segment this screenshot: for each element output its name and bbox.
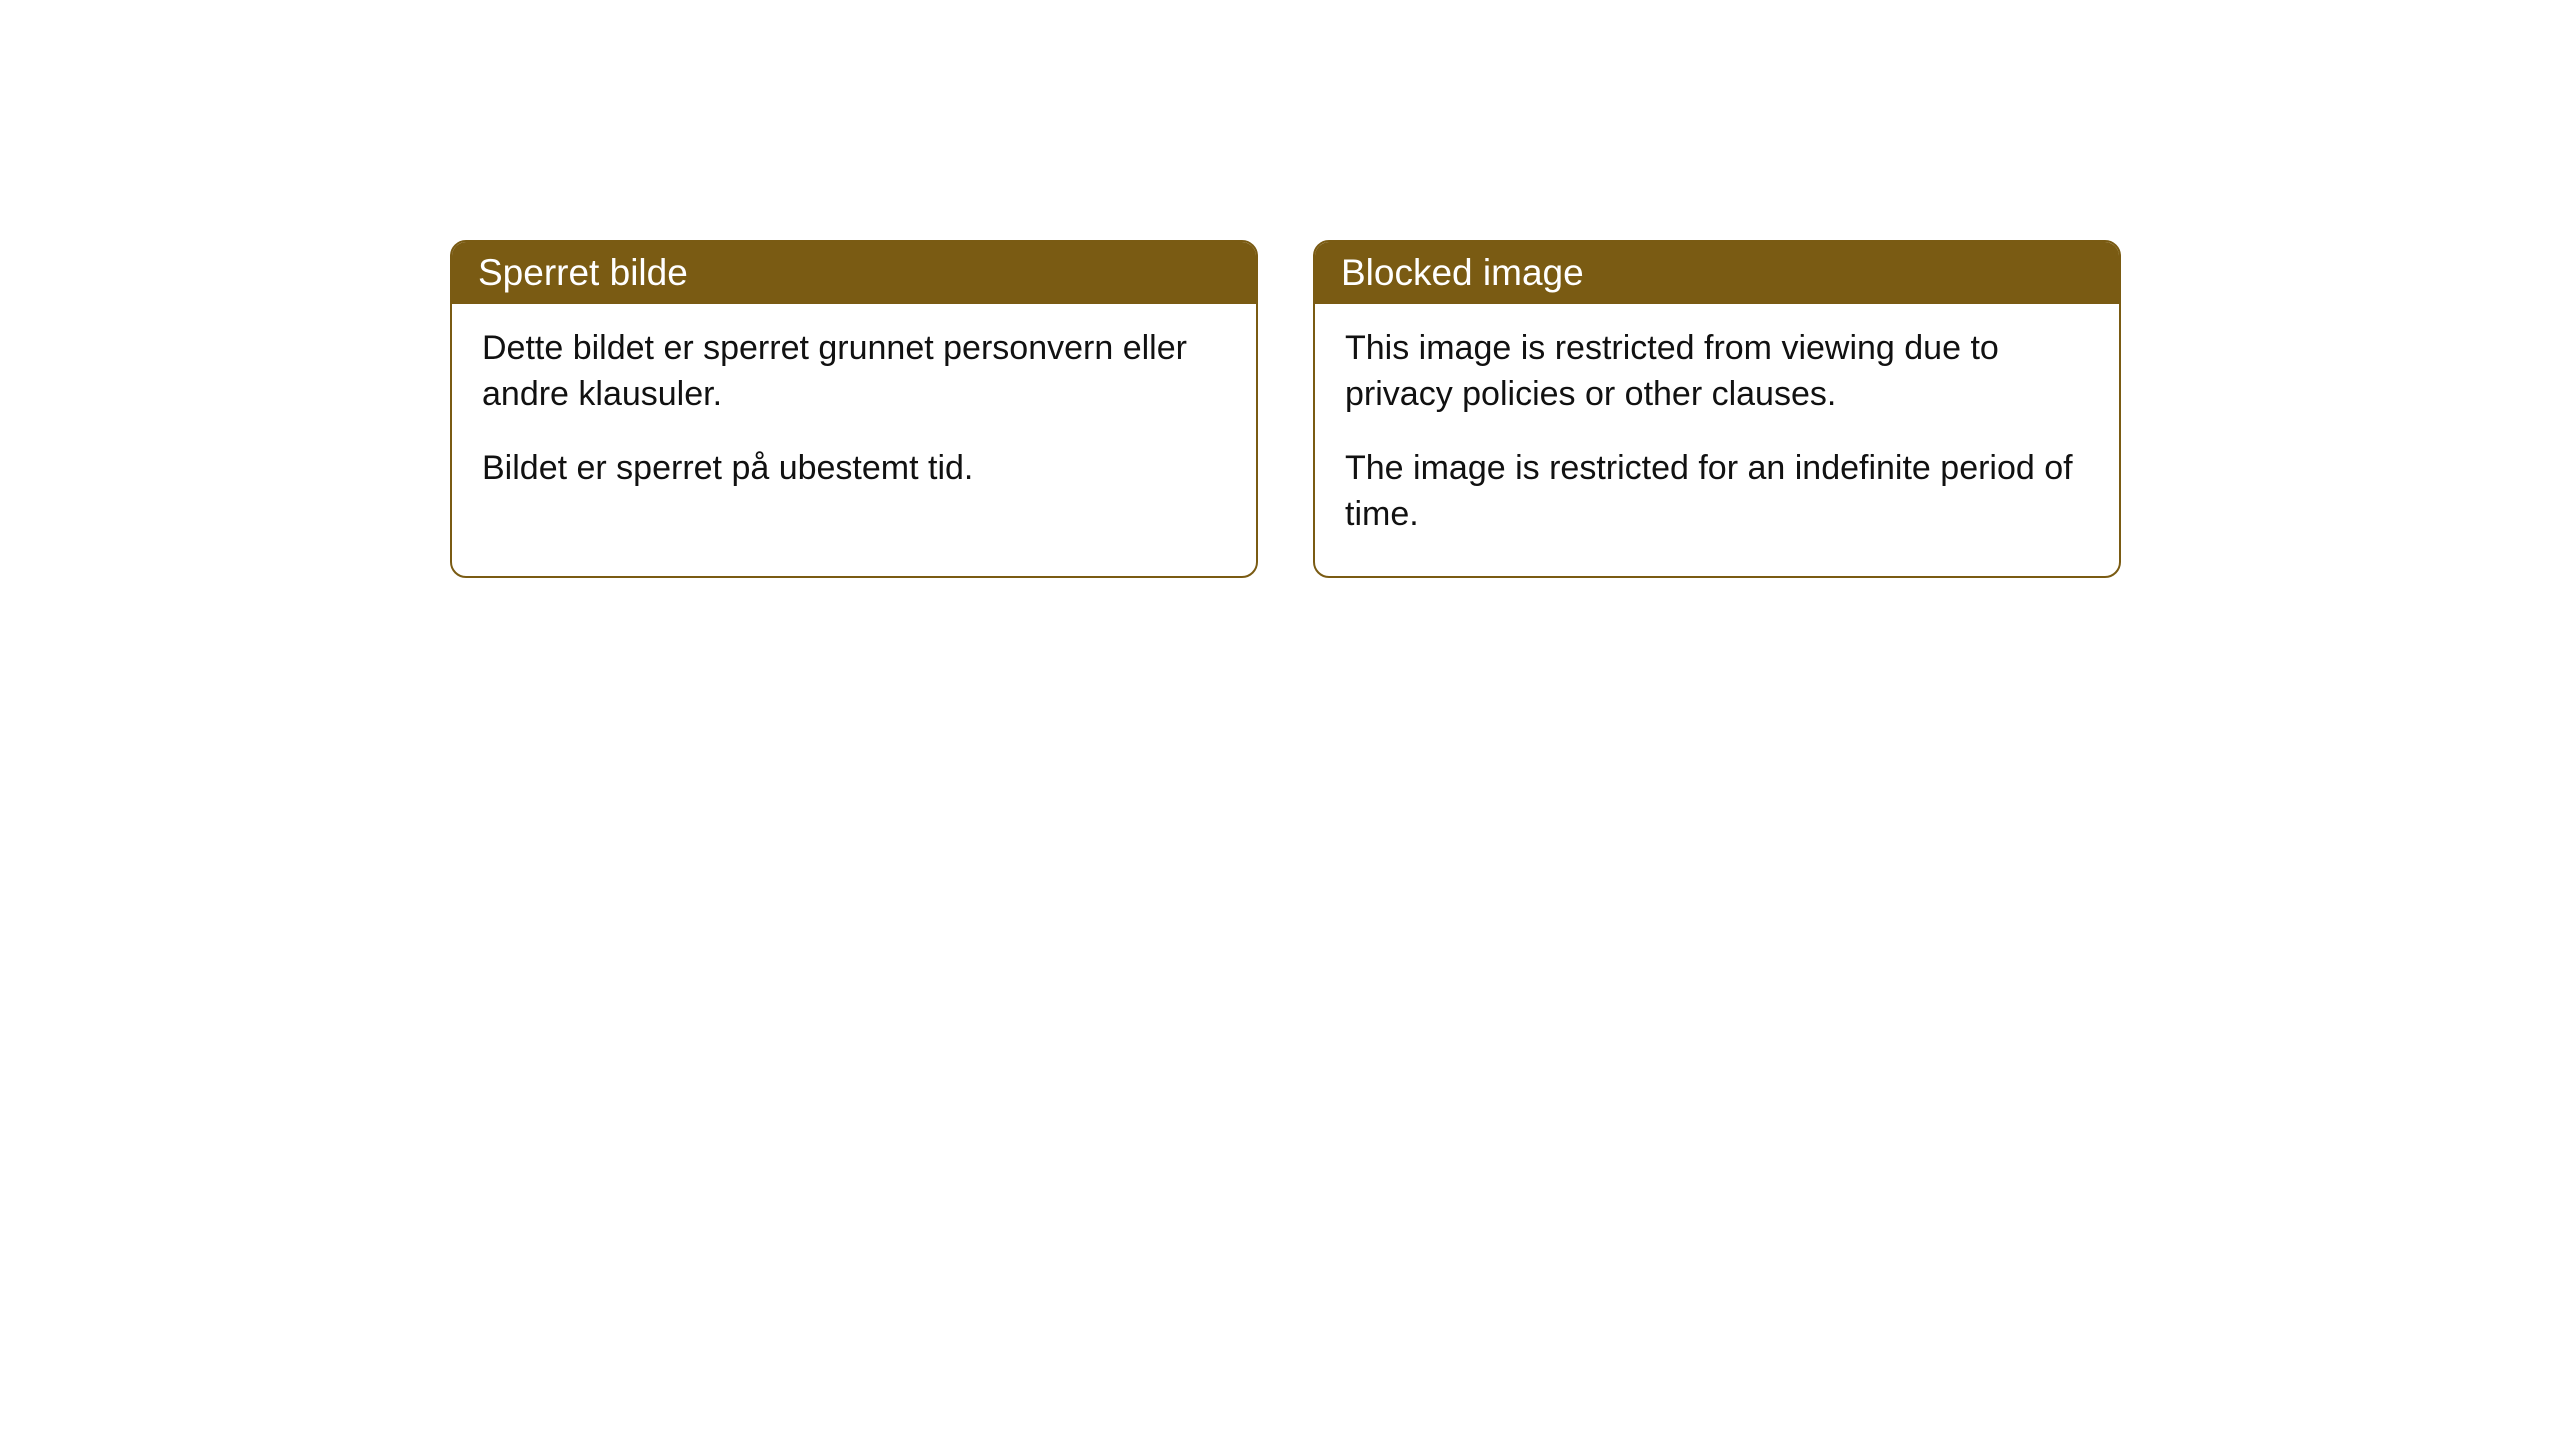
card-paragraph: This image is restricted from viewing du… [1345,326,2089,418]
card-header-norwegian: Sperret bilde [452,242,1256,304]
card-header-english: Blocked image [1315,242,2119,304]
card-paragraph: Dette bildet er sperret grunnet personve… [482,326,1226,418]
cards-container: Sperret bilde Dette bildet er sperret gr… [450,240,2121,578]
card-title: Blocked image [1341,252,1584,293]
card-body-norwegian: Dette bildet er sperret grunnet personve… [452,304,1256,530]
card-title: Sperret bilde [478,252,688,293]
card-paragraph: Bildet er sperret på ubestemt tid. [482,446,1226,492]
card-body-english: This image is restricted from viewing du… [1315,304,2119,576]
card-english: Blocked image This image is restricted f… [1313,240,2121,578]
card-paragraph: The image is restricted for an indefinit… [1345,446,2089,538]
card-norwegian: Sperret bilde Dette bildet er sperret gr… [450,240,1258,578]
